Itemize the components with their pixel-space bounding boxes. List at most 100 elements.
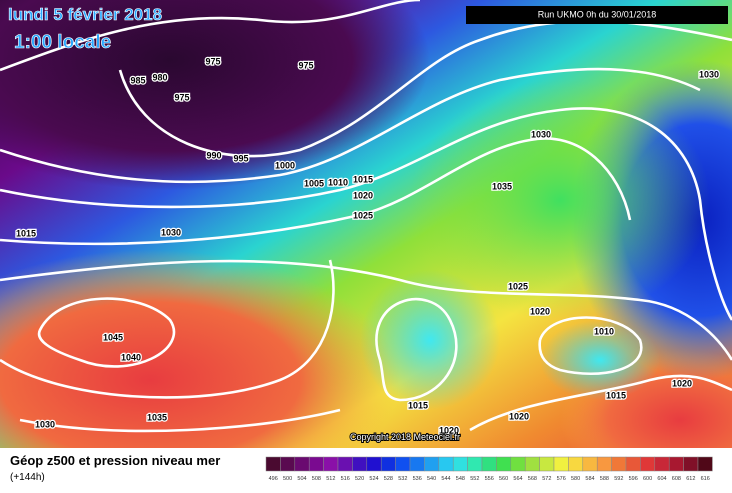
scale-label: 588: [600, 476, 609, 482]
isobar-label: 1015: [606, 390, 626, 400]
scale-swatch: [294, 456, 310, 472]
scale-label: 496: [269, 476, 278, 482]
scale-swatch: [539, 456, 555, 472]
isobar-label: 1020: [439, 425, 459, 435]
scale-swatch: [323, 456, 339, 472]
scale-swatch: [654, 456, 670, 472]
isobar-labels: 975 975 985 980 975 990 995 1000 1005 1010 1015 102…: [15, 55, 721, 437]
isobar-label: 1040: [121, 352, 141, 362]
footer-title: Géop z500 et pression niveau mer: [10, 453, 220, 468]
scale-label: 548: [456, 476, 465, 482]
isobar-label: 1010: [594, 326, 614, 336]
scale-swatch: [395, 456, 411, 472]
scale-label: 528: [384, 476, 393, 482]
run-label: Run UKMO 0h du 30/01/2018: [538, 9, 657, 19]
map-time: 1:00 locale: [14, 32, 111, 53]
scale-label: 532: [398, 476, 407, 482]
isobar-label: 1000: [275, 160, 295, 170]
scale-label: 556: [485, 476, 494, 482]
scale-swatch: [524, 456, 540, 472]
isobar-label: 975: [298, 60, 313, 70]
scale-swatch: [424, 456, 440, 472]
scale-swatch: [366, 456, 382, 472]
scale-label: 500: [283, 476, 292, 482]
isobar-label: 990: [206, 150, 221, 160]
isobar-label: 1030: [161, 227, 181, 237]
isobar-label: 1025: [353, 210, 373, 220]
scale-label: 520: [355, 476, 364, 482]
scale-label: 612: [686, 476, 695, 482]
isobar-label: 1030: [531, 129, 551, 139]
scale-label: 508: [312, 476, 321, 482]
scale-swatch: [352, 456, 368, 472]
scale-swatch: [596, 456, 612, 472]
map-date: lundi 5 février 2018: [8, 5, 162, 24]
isobar-label: 1015: [353, 174, 373, 184]
scale-swatch: [409, 456, 425, 472]
scale-swatch: [582, 456, 598, 472]
scale-label: 576: [557, 476, 566, 482]
isobar-label: 1015: [408, 400, 428, 410]
color-scale: 496 500 504 508 512 516 520 524 528 532 536 540 544 5…: [265, 456, 713, 482]
scale-label: 544: [441, 476, 450, 482]
scale-swatch: [280, 456, 296, 472]
scale-label: 608: [672, 476, 681, 482]
scale-label: 540: [427, 476, 436, 482]
scale-swatch: [467, 456, 483, 472]
scale-label: 604: [657, 476, 666, 482]
scale-swatch: [510, 456, 526, 472]
footer-lead: (+144h): [10, 472, 45, 483]
scale-swatch: [611, 456, 627, 472]
scale-swatch: [683, 456, 699, 472]
scale-swatch: [481, 456, 497, 472]
scale-swatch: [265, 456, 281, 472]
isobar-label: 1035: [147, 412, 167, 422]
scale-swatch: [308, 456, 324, 472]
isobar-label: 1030: [699, 69, 719, 79]
scale-label: 524: [369, 476, 378, 482]
isobar-label: 1025: [508, 281, 528, 291]
scale-label: 552: [470, 476, 479, 482]
scale-swatch: [625, 456, 641, 472]
copyright: Copyright 2018 Meteociel.fr: [350, 432, 460, 442]
isobar-label: 1015: [16, 228, 36, 238]
isobar-label: 1005: [304, 178, 324, 188]
scale-swatch: [553, 456, 569, 472]
isobar-label: 1020: [353, 190, 373, 200]
scale-label: 560: [499, 476, 508, 482]
scale-swatch: [496, 456, 512, 472]
isobar-label: 1020: [509, 411, 529, 421]
scale-swatch: [380, 456, 396, 472]
scale-swatch: [337, 456, 353, 472]
isobar-label: 1020: [530, 306, 550, 316]
scale-label: 596: [629, 476, 638, 482]
isobar-label: 1020: [672, 378, 692, 388]
scale-swatch: [452, 456, 468, 472]
scale-label: 600: [643, 476, 652, 482]
scale-swatch: [438, 456, 454, 472]
scale-label: 516: [341, 476, 350, 482]
scale-label: 512: [326, 476, 335, 482]
scale-label: 584: [585, 476, 594, 482]
run-box: [466, 6, 728, 24]
scale-swatch: [668, 456, 684, 472]
isobar-label: 980: [152, 72, 167, 82]
isobar-label: 1010: [328, 177, 348, 187]
isobar-label: 975: [174, 92, 189, 102]
scale-swatch: [697, 456, 713, 472]
isobar-label: 975: [205, 56, 220, 66]
scale-label: 572: [542, 476, 551, 482]
scale-swatch: [568, 456, 584, 472]
scale-label: 616: [701, 476, 710, 482]
isobar-label: 1030: [35, 419, 55, 429]
scale-swatch: [640, 456, 656, 472]
scale-label: 504: [297, 476, 306, 482]
scale-label: 568: [528, 476, 537, 482]
isobar-label: 1035: [492, 181, 512, 191]
isobar-label: 1045: [103, 332, 123, 342]
scale-label: 564: [513, 476, 522, 482]
isobar-label: 995: [233, 153, 248, 163]
isobar-label: 985: [130, 75, 145, 85]
